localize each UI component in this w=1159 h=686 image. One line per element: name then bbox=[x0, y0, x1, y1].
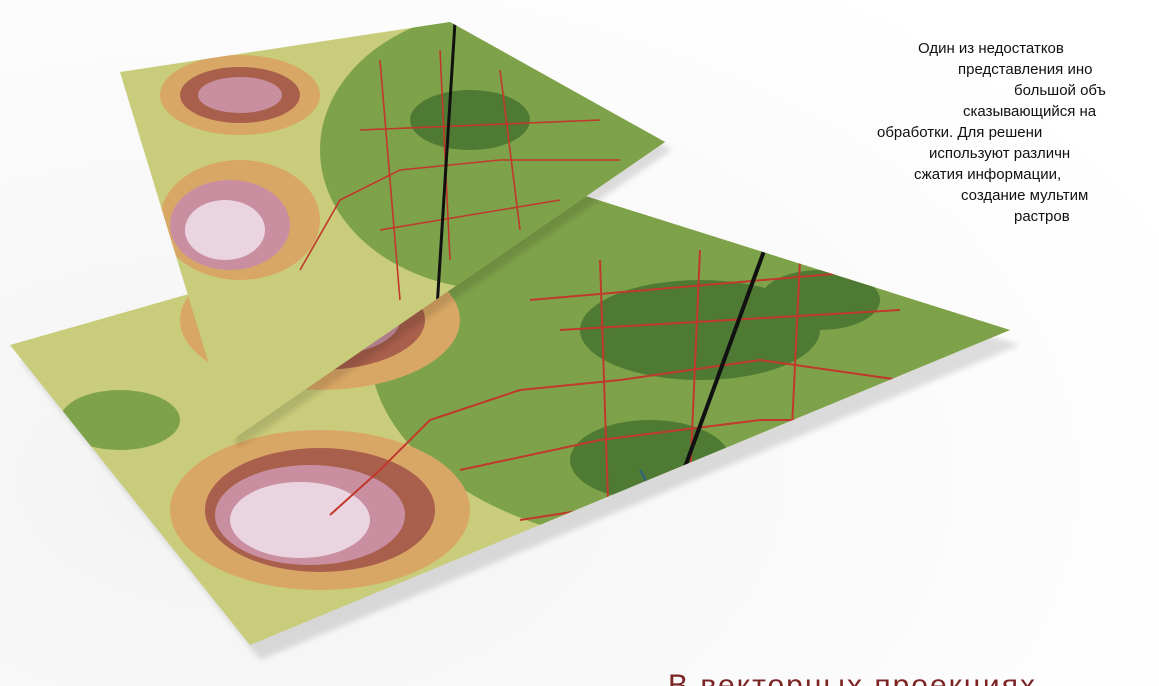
paragraph-line: большой объ bbox=[1014, 82, 1106, 99]
heading: В векторных проекциях bbox=[668, 669, 1037, 686]
paragraph-line: представления ино bbox=[958, 61, 1092, 78]
paragraph-line: сжатия информации, bbox=[914, 166, 1061, 183]
paragraph-line: используют различн bbox=[929, 145, 1070, 162]
paragraph-line: растров bbox=[1014, 208, 1070, 225]
paragraph-line: Один из недостатков bbox=[918, 40, 1064, 57]
paragraph-line: создание мультим bbox=[961, 187, 1088, 204]
paragraph: Один из недостатков представления ино боль… bbox=[877, 40, 1106, 225]
paragraph-line: сказывающийся на bbox=[963, 103, 1097, 120]
paragraph-line: обработки. Для решени bbox=[877, 124, 1042, 141]
